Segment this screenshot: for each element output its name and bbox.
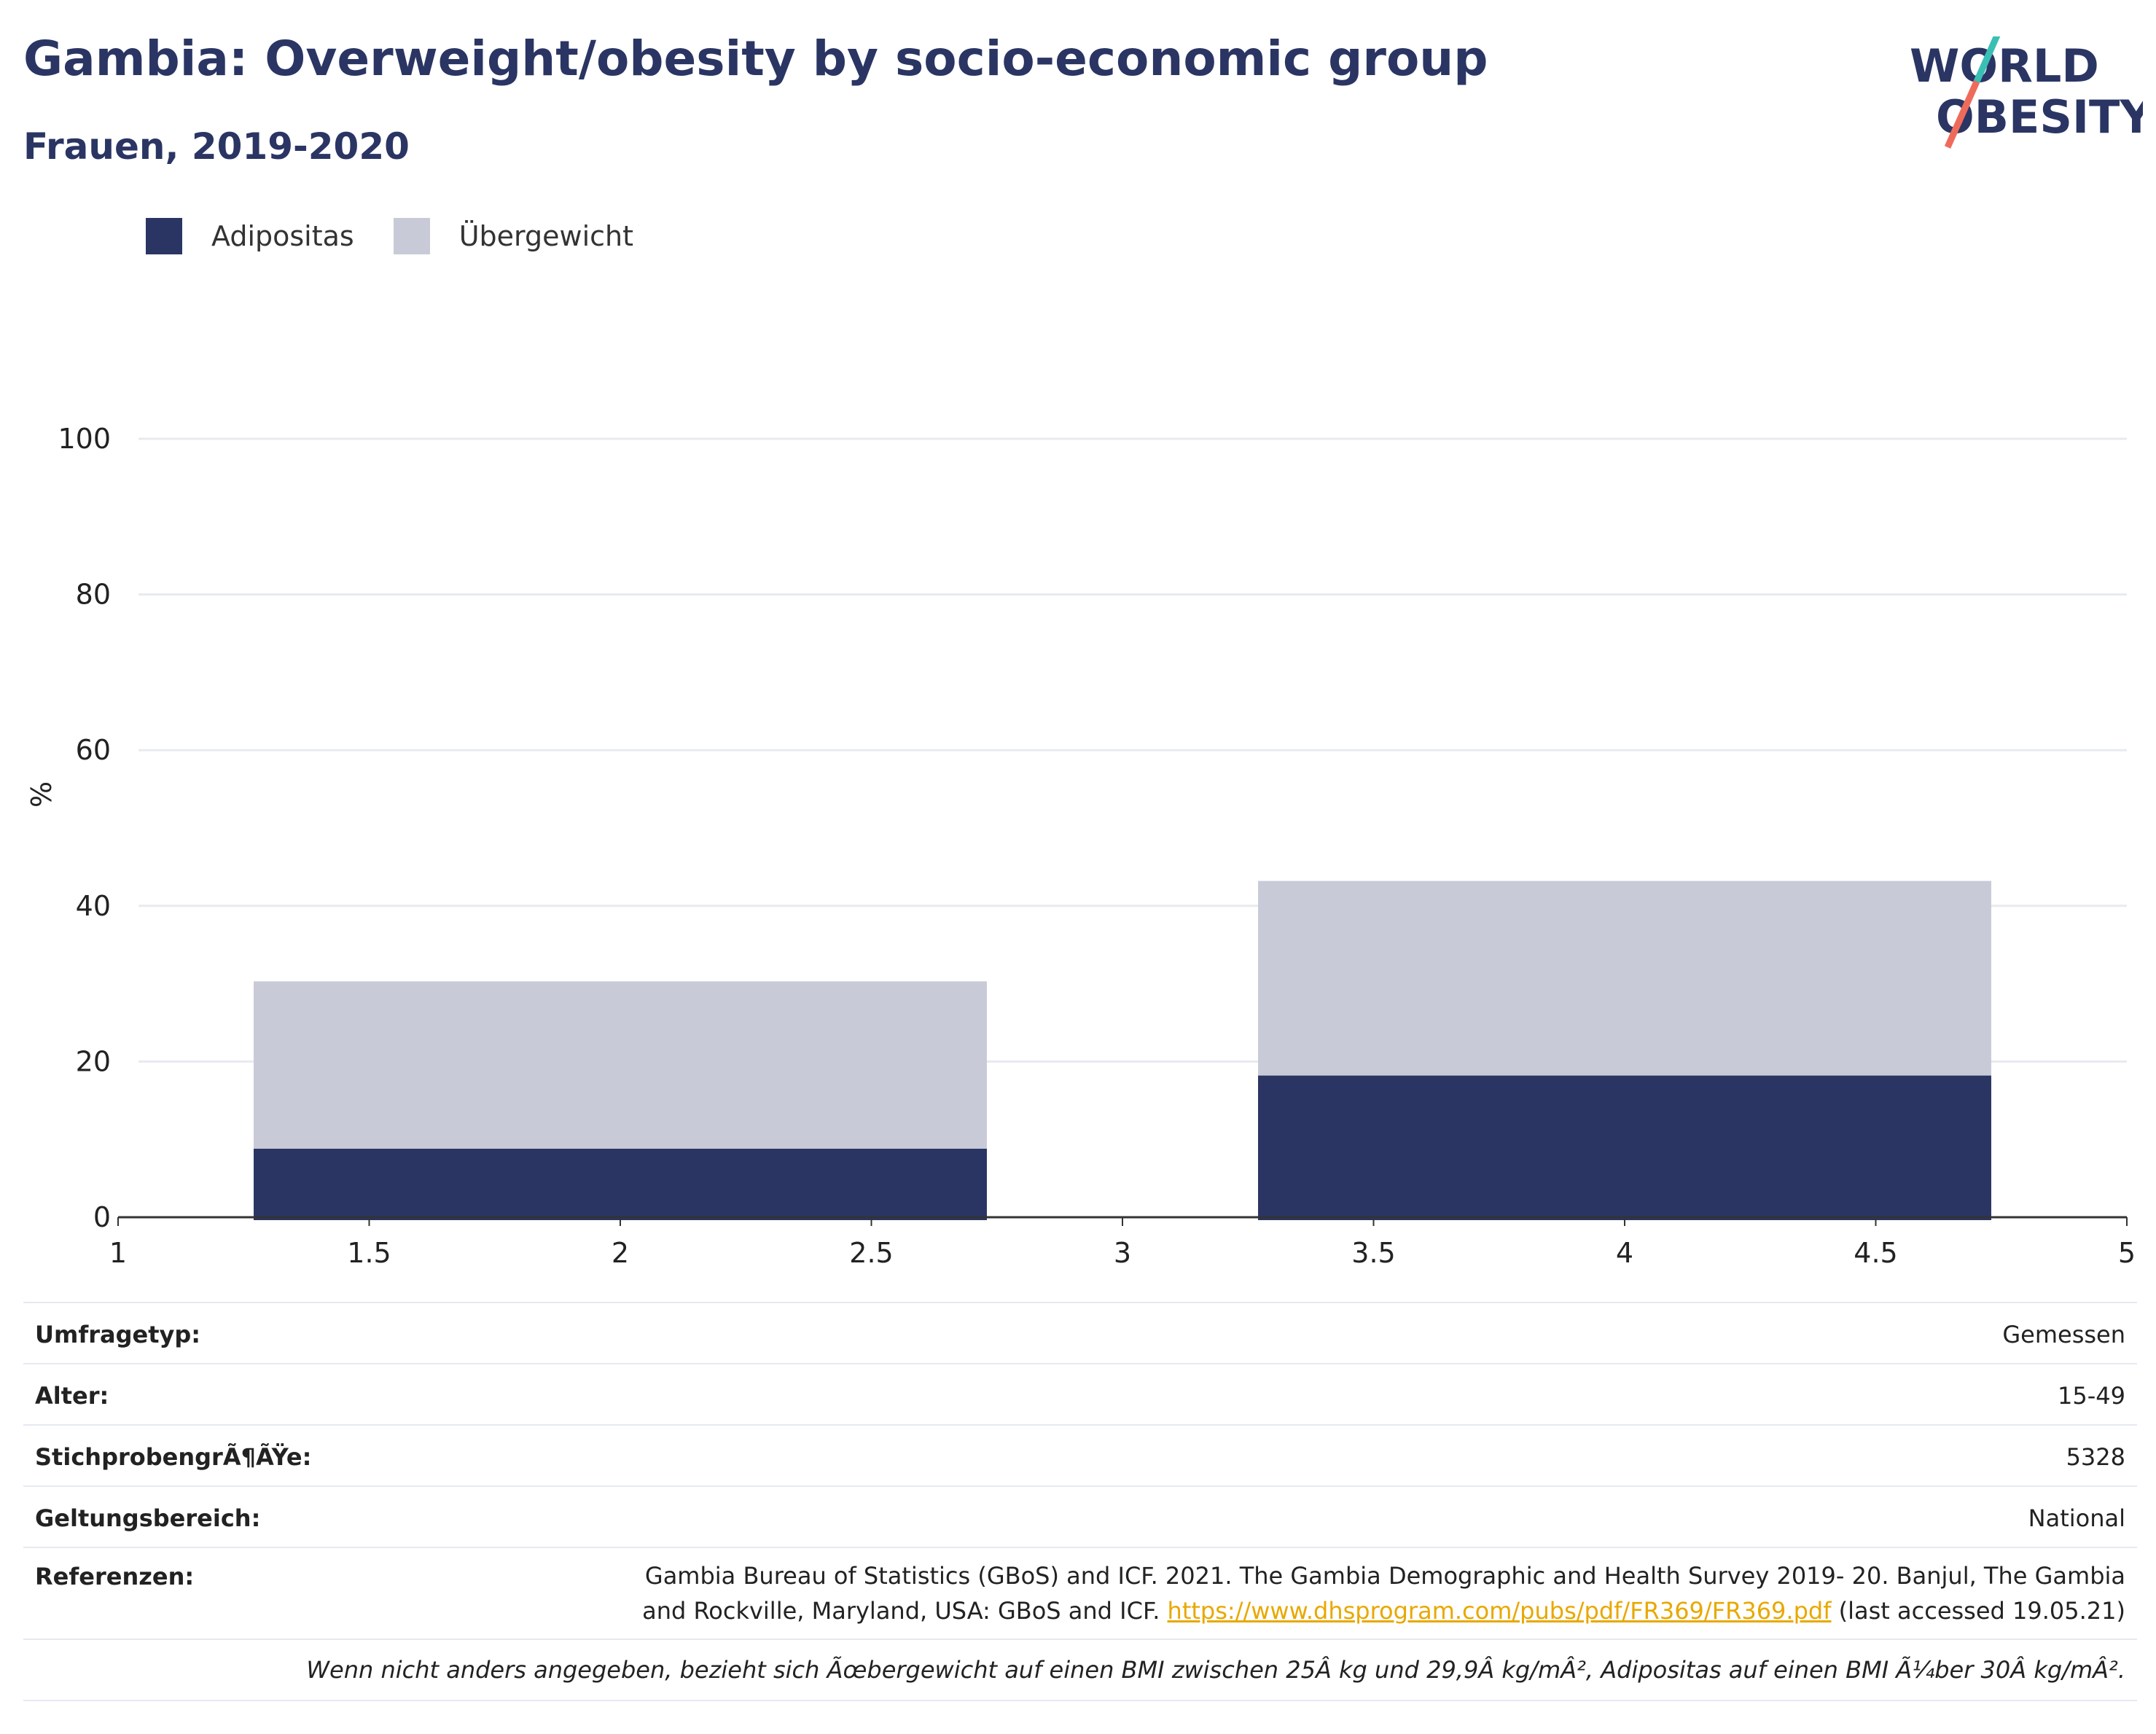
y-tick-label: 20 [76,1045,111,1077]
x-tick-label: 3.5 [1351,1237,1395,1269]
legend: Adipositas Übergewicht [146,216,673,257]
legend-label-adipositas: Adipositas [211,220,354,252]
logo-slash-teal [1973,36,2001,83]
bar-uebergewicht-1[interactable] [254,981,987,1149]
legend-swatch-uebergewicht [393,218,430,254]
bar-chart: 1 1.5 2 2.5 3 3.5 4 4.5 5 0 20 40 60 80 100 % [26,423,2136,1269]
legend-item-adipositas[interactable]: Adipositas [146,218,354,254]
info-row-note: Wenn nicht anders angegeben, bezieht sic… [23,1639,2137,1701]
references-accessed: (last accessed 19.05.21) [1831,1597,2125,1625]
x-tick-label: 2 [612,1237,629,1269]
x-tick-label: 4 [1616,1237,1633,1269]
world-obesity-logo: WORLD OBESITY [1910,36,2143,149]
y-axis-label: % [26,781,58,808]
x-tick-label: 1 [109,1237,127,1269]
info-row-survey-type: Umfragetyp: Gemessen [23,1302,2137,1363]
info-row-scope: Geltungsbereich: National [23,1485,2137,1547]
info-value-scope: National [2028,1504,2125,1532]
y-tick-label: 0 [93,1201,111,1233]
legend-item-uebergewicht[interactable]: Übergewicht [393,218,633,254]
logo-slash-coral [1944,80,1980,149]
chart-subtitle: Frauen, 2019-2020 [23,125,410,168]
info-label-references: Referenzen: [35,1563,195,1590]
x-tick-label: 1.5 [347,1237,391,1269]
x-tick-label: 3 [1114,1237,1131,1269]
info-value-references: Gambia Bureau of Statistics (GBoS) and I… [631,1558,2125,1628]
y-tick-label: 100 [58,423,111,455]
info-label-age: Alter: [35,1382,109,1410]
logo-word-world: WORLD [1910,39,2099,93]
bar-adipositas-2[interactable] [1258,1075,1991,1220]
info-value-survey-type: Gemessen [2002,1321,2125,1348]
chart-title: Gambia: Overweight/obesity by socio-econ… [23,31,1488,87]
info-table: Umfragetyp: Gemessen Alter: 15-49 Stichp… [23,1302,2137,1701]
info-row-sample: StichprobengrÃ¶ÃŸe: 5328 [23,1424,2137,1485]
info-value-age: 15-49 [2058,1382,2125,1410]
info-value-sample: 5328 [2066,1443,2125,1471]
info-label-survey-type: Umfragetyp: [35,1321,201,1348]
bar-adipositas-1[interactable] [254,1149,987,1220]
y-tick-label: 80 [76,579,111,611]
legend-label-uebergewicht: Übergewicht [458,220,633,252]
x-tick-label: 5 [2118,1237,2136,1269]
x-tick-label: 2.5 [849,1237,893,1269]
references-link[interactable]: https://www.dhsprogram.com/pubs/pdf/FR36… [1167,1597,1832,1625]
legend-swatch-adipositas [146,218,182,254]
info-row-age: Alter: 15-49 [23,1363,2137,1424]
info-row-references: Referenzen: Gambia Bureau of Statistics … [23,1547,2137,1639]
x-tick-label: 4.5 [1854,1237,1897,1269]
y-tick-label: 40 [76,890,111,922]
bar-uebergewicht-2[interactable] [1258,880,1991,1076]
info-note: Wenn nicht anders angegeben, bezieht sic… [306,1656,2125,1684]
y-tick-label: 60 [76,734,111,766]
info-label-scope: Geltungsbereich: [35,1504,261,1532]
info-label-sample: StichprobengrÃ¶ÃŸe: [35,1443,312,1471]
references-text: Gambia Bureau of Statistics (GBoS) and I… [642,1562,2125,1625]
